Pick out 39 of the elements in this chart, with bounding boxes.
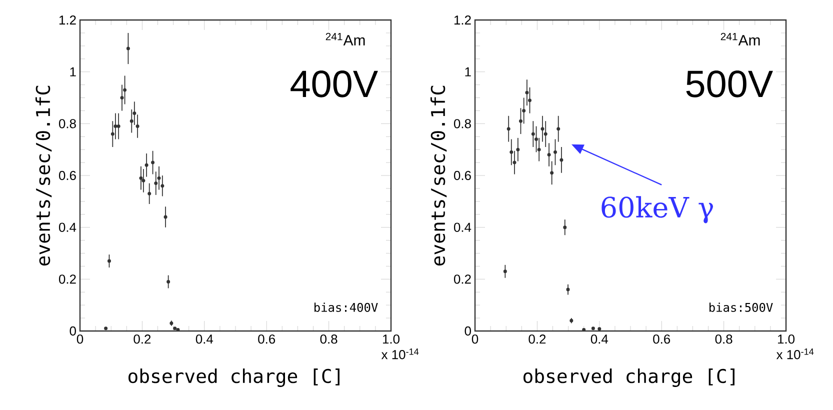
y-tick-label: 0 [464,326,471,336]
annotation: bias:500V [710,302,773,312]
y-tick-label: 0.2 [58,274,76,284]
y-axis-title: events/sec/0.1fC [36,86,52,266]
x-tick-label: 0.6 [258,334,276,344]
x-tick-label: 0.8 [715,334,732,344]
x-axis-title: observed charge [C] [128,368,340,387]
annotation: $^{241}$Am [720,32,760,46]
y-tick-label: 0.2 [454,274,471,284]
x-tick-label: 0.8 [320,334,338,344]
x-tick-label: 0.4 [196,334,214,344]
annotation: $^{241}$Am [326,32,365,46]
annotation: 400V [290,70,378,98]
x-tick-label: 1.0 [778,334,795,344]
y-tick-label: 1 [465,67,471,76]
y-tick-label: 0.8 [454,119,471,128]
x-axis-title: observed charge [C] [524,368,734,387]
y-axis-title: events/sec/0.1fC [430,86,447,266]
text: x 10$^{-14}$ [381,348,419,360]
annotation: 60keV γ [602,196,713,224]
x-tick-label: 1.0 [382,334,400,344]
y-tick-label: 0.8 [58,119,76,128]
y-tick-label: 0.4 [58,222,76,232]
x-tick-label: 0.2 [528,334,546,344]
y-tick-label: 0.6 [58,170,76,180]
x-tick-label: 0 [76,334,84,344]
annotation: bias:400V [314,302,378,312]
y-tick-label: 1.2 [454,15,471,25]
annotation: 500V [686,70,773,98]
y-tick-label: 0 [70,326,76,336]
y-tick-label: 1.2 [59,15,76,25]
x-tick-label: 0 [472,334,478,344]
y-tick-label: 0.6 [454,170,471,180]
x-tick-label: 0.2 [134,334,151,344]
x-tick-label: 0.6 [653,334,670,344]
y-tick-label: 1 [70,67,76,76]
x-tick-label: 0.4 [590,334,608,344]
text: x 10$^{-14}$ [776,348,814,360]
y-tick-label: 0.4 [454,222,472,232]
